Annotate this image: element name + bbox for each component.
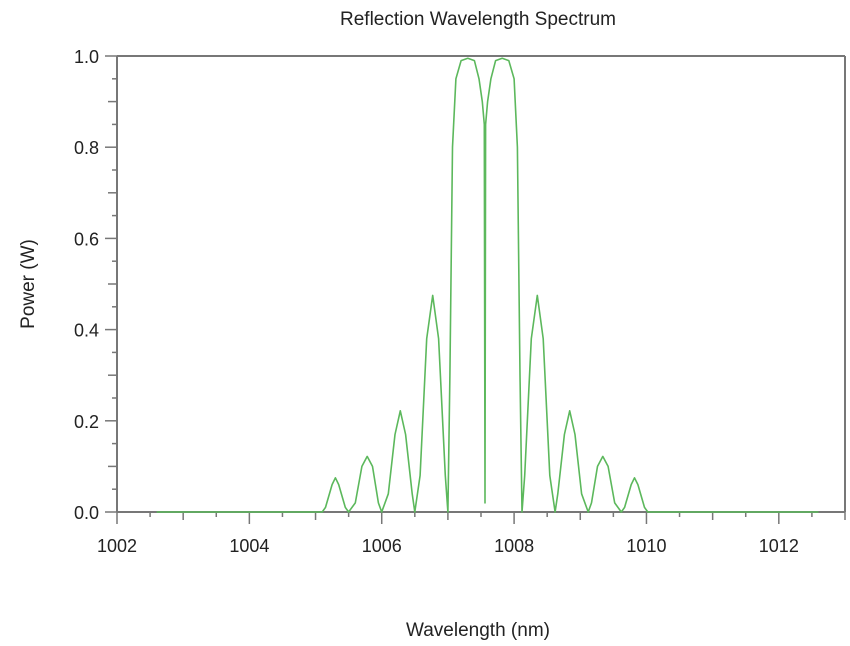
y-tick-label: 0.2 — [74, 412, 99, 432]
x-tick-label: 1002 — [97, 536, 137, 556]
x-tick-label: 1006 — [362, 536, 402, 556]
y-tick-label: 0.0 — [74, 503, 99, 523]
x-tick-label: 1004 — [229, 536, 269, 556]
tick-labels: 1002 1004 1006 1008 1010 1012 0.0 0.2 0.4 0.6 0.8 1… — [74, 47, 799, 556]
x-axis-label: Wavelength (nm) — [406, 620, 550, 641]
x-tick-label: 1010 — [626, 536, 666, 556]
y-axis-label: Power (W) — [18, 239, 39, 329]
y-tick-label: 0.8 — [74, 138, 99, 158]
axis-ticks — [105, 55, 846, 524]
y-tick-label: 0.4 — [74, 321, 99, 341]
series-line — [156, 57, 819, 513]
y-tick-label: 1.0 — [74, 47, 99, 67]
plot-frame — [116, 55, 846, 513]
y-tick-label: 0.6 — [74, 229, 99, 249]
chart-title: Reflection Wavelength Spectrum — [340, 9, 616, 30]
x-tick-label: 1008 — [494, 536, 534, 556]
x-tick-label: 1012 — [759, 536, 799, 556]
